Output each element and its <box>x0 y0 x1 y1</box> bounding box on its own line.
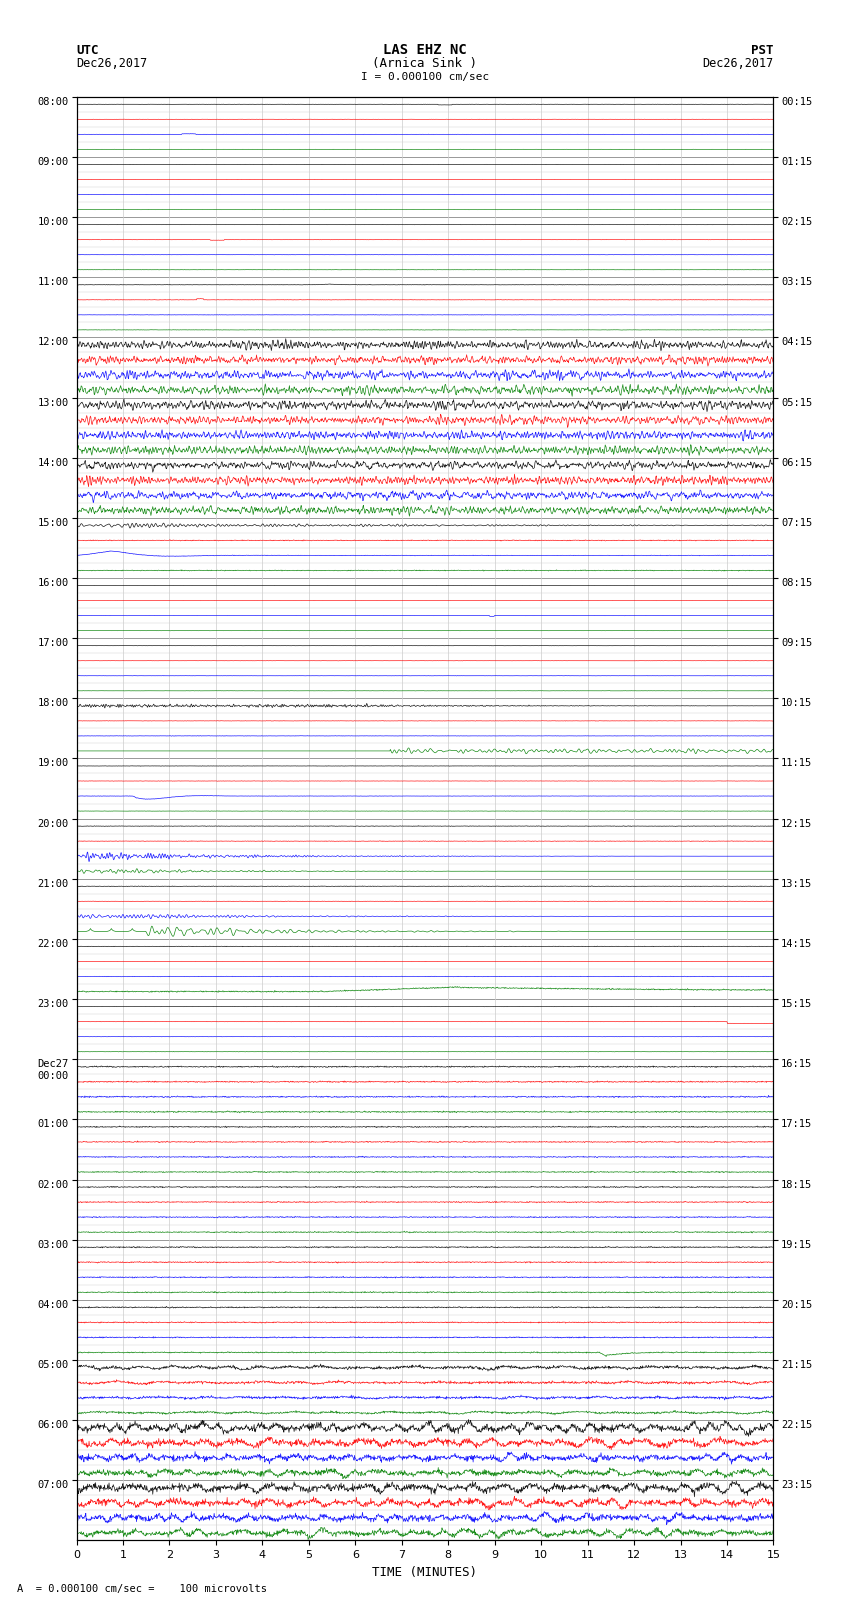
X-axis label: TIME (MINUTES): TIME (MINUTES) <box>372 1566 478 1579</box>
Text: LAS EHZ NC: LAS EHZ NC <box>383 44 467 58</box>
Text: (Arnica Sink ): (Arnica Sink ) <box>372 56 478 71</box>
Text: PST: PST <box>751 44 774 58</box>
Text: Dec26,2017: Dec26,2017 <box>702 56 774 71</box>
Text: UTC: UTC <box>76 44 99 58</box>
Text: Dec26,2017: Dec26,2017 <box>76 56 148 71</box>
Text: A  = 0.000100 cm/sec =    100 microvolts: A = 0.000100 cm/sec = 100 microvolts <box>17 1584 267 1594</box>
Text: I = 0.000100 cm/sec: I = 0.000100 cm/sec <box>361 73 489 82</box>
